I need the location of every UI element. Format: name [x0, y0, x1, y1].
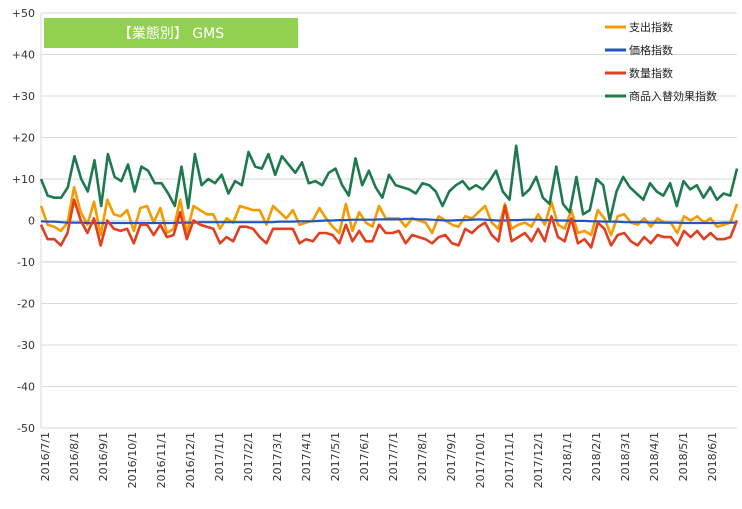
legend-label: 商品入替効果指数 — [629, 89, 717, 103]
y-tick-label: -20 — [17, 298, 35, 311]
x-tick-label: 2017/3/1 — [271, 432, 284, 481]
x-tick-label: 2017/2/1 — [242, 432, 255, 481]
x-tick-label: 2018/4/1 — [648, 432, 661, 481]
y-tick-label: -40 — [17, 381, 35, 394]
legend-label: 数量指数 — [629, 66, 673, 80]
x-tick-label: 2017/10/1 — [474, 432, 487, 488]
x-tick-label: 2017/7/1 — [387, 432, 400, 481]
y-axis-ticks: +50 +40 +30 +20 +10 0 -10 -20 -30 -40 -50 — [12, 7, 35, 435]
x-tick-label: 2017/5/1 — [329, 432, 342, 481]
y-tick-label: +20 — [12, 132, 35, 145]
y-tick-label: +40 — [12, 49, 35, 62]
series-line — [40, 217, 737, 225]
y-tick-label: +30 — [12, 90, 35, 103]
x-tick-label: 2017/1/1 — [213, 432, 226, 481]
y-tick-label: 0 — [28, 215, 35, 228]
x-tick-label: 2018/6/1 — [706, 432, 719, 481]
x-tick-label: 2018/1/1 — [561, 432, 574, 481]
chart-title-box: 【業態別】 GMS — [44, 18, 298, 48]
x-tick-label: 2016/12/1 — [184, 432, 197, 488]
x-axis-ticks: 2016/7/1 2016/8/1 2016/9/1 2016/10/1 2016/11… — [39, 432, 719, 488]
x-tick-label: 2016/8/1 — [68, 432, 81, 481]
chart-series — [39, 144, 739, 249]
x-tick-label: 2017/12/1 — [532, 432, 545, 488]
x-tick-label: 2018/5/1 — [677, 432, 690, 481]
x-tick-label: 2016/11/1 — [155, 432, 168, 488]
x-tick-label: 2017/6/1 — [358, 432, 371, 481]
series-line — [39, 198, 739, 249]
x-tick-label: 2016/9/1 — [97, 432, 110, 481]
x-tick-label: 2017/9/1 — [445, 432, 458, 481]
chart-title: 【業態別】 GMS — [118, 26, 224, 42]
x-tick-label: 2017/11/1 — [503, 432, 516, 488]
legend-label: 価格指数 — [629, 43, 673, 57]
x-tick-label: 2017/8/1 — [416, 432, 429, 481]
x-tick-label: 2016/7/1 — [39, 432, 52, 481]
x-tick-label: 2017/4/1 — [300, 432, 313, 481]
y-tick-label: +50 — [12, 7, 35, 20]
x-tick-label: 2018/3/1 — [619, 432, 632, 481]
y-tick-label: -50 — [17, 422, 35, 435]
y-tick-label: +10 — [12, 173, 35, 186]
y-tick-label: -30 — [17, 339, 35, 352]
x-tick-label: 2018/2/1 — [590, 432, 603, 481]
legend-label: 支出指数 — [629, 20, 673, 34]
series-line — [39, 186, 739, 237]
y-tick-label: -10 — [17, 256, 35, 269]
x-tick-label: 2016/10/1 — [126, 432, 139, 488]
series-line — [39, 144, 739, 222]
